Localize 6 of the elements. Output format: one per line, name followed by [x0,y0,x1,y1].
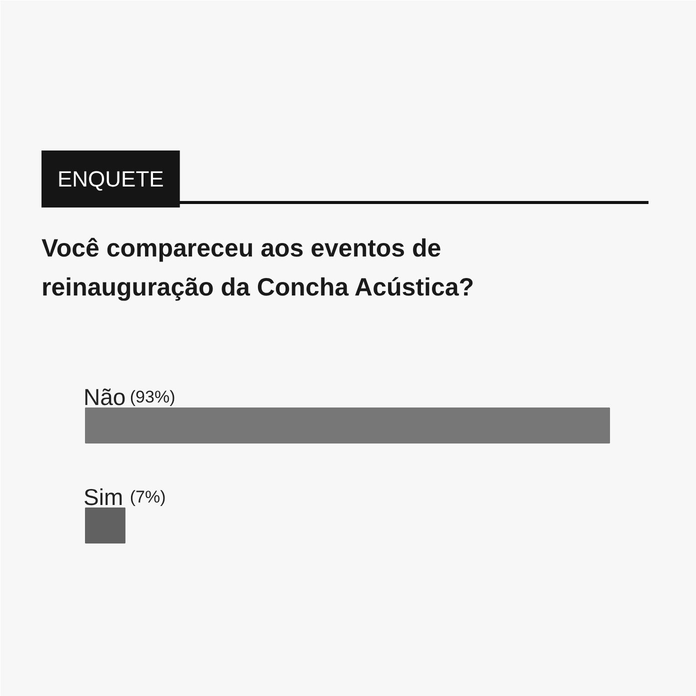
text: ENQUETE [58,166,164,192]
data-label: (7%) [130,488,166,506]
y-tick-label: Sim [84,484,124,510]
data-label: (93%) [130,388,176,406]
y-tick-label: Não [84,384,126,410]
chart-title: Você compareceu aos eventos de reinauguração da Concha Acústica? [42,234,474,302]
